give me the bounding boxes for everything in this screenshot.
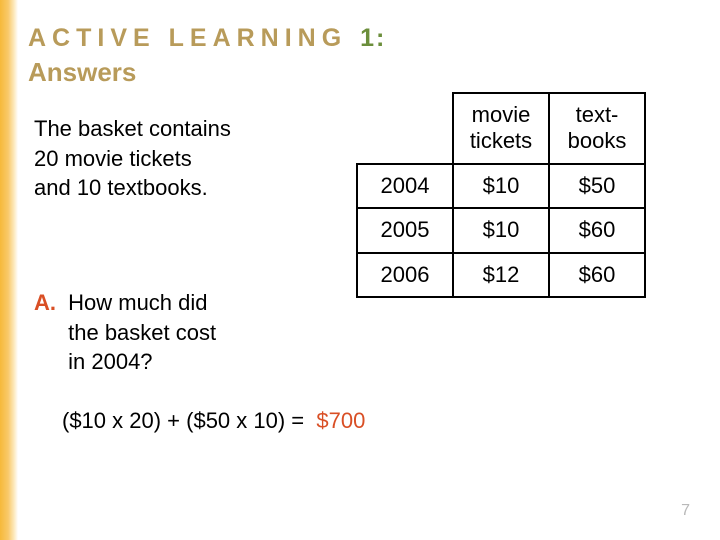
cell-book: $50 <box>549 164 645 208</box>
title-main: ACTIVE LEARNING <box>28 24 347 52</box>
table-row: 2005 $10 $60 <box>357 208 645 252</box>
cell-year: 2004 <box>357 164 453 208</box>
question-l2: the basket cost <box>68 320 216 345</box>
slide: ACTIVE LEARNING 1: Answers The basket co… <box>0 0 720 540</box>
answer-line: ($10 x 20) + ($50 x 10) = $700 <box>62 408 365 434</box>
table-row: 2004 $10 $50 <box>357 164 645 208</box>
question: A. How much did the basket cost in 2004? <box>34 288 216 377</box>
intro-l2: 20 movie tickets <box>34 144 328 174</box>
table-wrap: movie tickets text- books 2004 $10 $50 2… <box>328 102 698 298</box>
question-l3: in 2004? <box>68 349 152 374</box>
col2-h-l1: text- <box>576 102 619 127</box>
col1-h-l2: tickets <box>470 128 532 153</box>
cell-year: 2005 <box>357 208 453 252</box>
cell-book: $60 <box>549 253 645 297</box>
intro-text: The basket contains 20 movie tickets and… <box>28 102 328 298</box>
page-number: 7 <box>681 502 690 520</box>
title-number: 1: <box>360 24 386 52</box>
question-l1: How much did <box>68 290 207 315</box>
col-header-movie: movie tickets <box>453 93 549 164</box>
question-label: A. <box>34 290 56 315</box>
col-header-textbook: text- books <box>549 93 645 164</box>
table-corner <box>357 93 453 164</box>
intro-l1: The basket contains <box>34 114 328 144</box>
table-row: 2006 $12 $60 <box>357 253 645 297</box>
title-line-2: Answers <box>28 57 698 88</box>
body-row: The basket contains 20 movie tickets and… <box>28 102 698 298</box>
cell-book: $60 <box>549 208 645 252</box>
cell-movie: $10 <box>453 164 549 208</box>
price-table: movie tickets text- books 2004 $10 $50 2… <box>356 92 646 298</box>
col2-h-l2: books <box>568 128 627 153</box>
col1-h-l1: movie <box>472 102 531 127</box>
cell-movie: $10 <box>453 208 549 252</box>
answer-lhs: ($10 x 20) + ($50 x 10) = <box>62 408 304 433</box>
intro-l3: and 10 textbooks. <box>34 173 328 203</box>
title-line-1: ACTIVE LEARNING 1: <box>28 24 698 53</box>
cell-movie: $12 <box>453 253 549 297</box>
cell-year: 2006 <box>357 253 453 297</box>
answer-rhs: $700 <box>316 408 365 433</box>
